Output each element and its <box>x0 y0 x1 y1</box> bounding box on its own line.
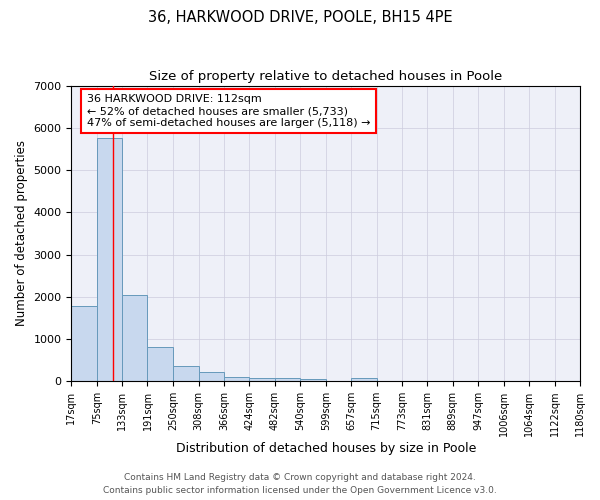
X-axis label: Distribution of detached houses by size in Poole: Distribution of detached houses by size … <box>176 442 476 455</box>
Text: Contains HM Land Registry data © Crown copyright and database right 2024.
Contai: Contains HM Land Registry data © Crown c… <box>103 474 497 495</box>
Bar <box>71 306 97 381</box>
Bar <box>224 377 250 381</box>
Text: 36, HARKWOOD DRIVE, POOLE, BH15 4PE: 36, HARKWOOD DRIVE, POOLE, BH15 4PE <box>148 10 452 25</box>
Bar <box>122 296 148 381</box>
Bar <box>199 372 224 381</box>
Bar <box>275 378 300 381</box>
Title: Size of property relative to detached houses in Poole: Size of property relative to detached ho… <box>149 70 502 83</box>
Bar <box>250 378 275 381</box>
Text: 36 HARKWOOD DRIVE: 112sqm
← 52% of detached houses are smaller (5,733)
47% of se: 36 HARKWOOD DRIVE: 112sqm ← 52% of detac… <box>86 94 370 128</box>
Bar <box>148 347 173 381</box>
Bar <box>173 366 199 381</box>
Bar <box>300 378 326 381</box>
Y-axis label: Number of detached properties: Number of detached properties <box>15 140 28 326</box>
Bar <box>97 138 122 381</box>
Bar <box>351 378 377 381</box>
